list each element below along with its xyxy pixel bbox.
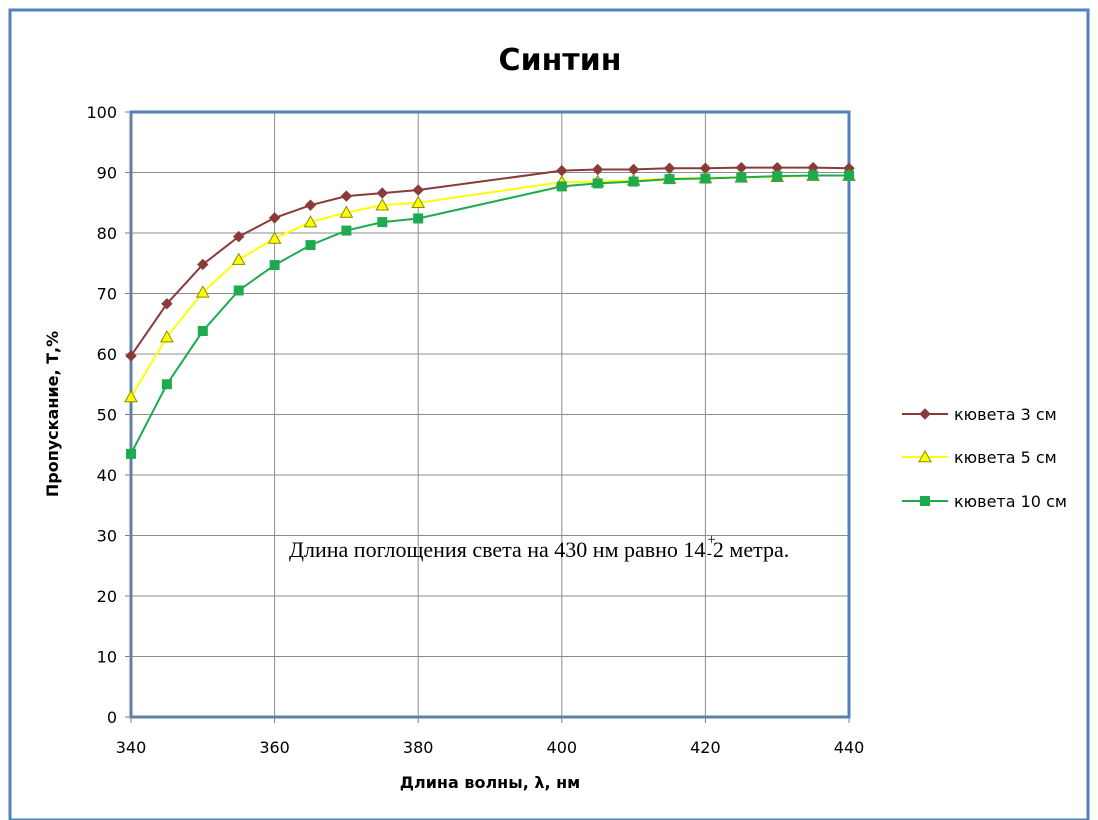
data-point: [736, 172, 747, 183]
y-tick-label: 10: [97, 648, 117, 667]
data-point: [412, 184, 424, 196]
data-point: [160, 330, 174, 343]
data-point: [124, 389, 138, 403]
x-axis-title: Длина волны, λ, нм: [400, 773, 581, 792]
grid-layer: [131, 112, 849, 717]
data-point: [844, 170, 854, 181]
data-point: [591, 163, 604, 176]
chart-annotation: Длина поглощения света на 430 нм равно 1…: [289, 532, 789, 562]
data-point: [376, 187, 389, 199]
annotation-main: Длина поглощения света на 430 нм равно 1…: [289, 537, 705, 562]
annotation-subscript: -: [707, 546, 712, 562]
x-tick-label: 420: [690, 738, 721, 757]
data-point: [700, 173, 711, 184]
series-1: [125, 161, 855, 362]
data-point: [411, 195, 426, 209]
data-point: [413, 213, 424, 224]
x-tick-label: 440: [834, 738, 865, 757]
data-point: [375, 198, 390, 211]
y-tick-label: 20: [97, 587, 117, 606]
y-tick-label: 40: [97, 466, 117, 485]
series-3: [126, 170, 854, 459]
series-line: [130, 166, 850, 357]
data-point: [628, 176, 639, 187]
legend: кювета 3 см кювета 5 см кювета 10 см: [902, 405, 1067, 511]
data-point: [664, 174, 675, 185]
x-tick-label: 380: [403, 738, 434, 757]
data-point: [195, 285, 210, 298]
annotation-tail: 2 метра.: [713, 537, 789, 562]
data-point: [303, 215, 318, 228]
data-point: [197, 326, 208, 337]
legend-item-3: кювета 10 см: [902, 492, 1067, 511]
y-tick-label: 50: [97, 406, 117, 425]
y-tick-label: 90: [97, 164, 117, 183]
x-tick-label: 400: [547, 738, 578, 757]
axis-layer: [125, 111, 850, 723]
legend-marker: [918, 449, 932, 463]
data-point: [231, 252, 246, 265]
y-tick-label: 70: [97, 285, 117, 304]
legend-item-1: кювета 3 см: [902, 405, 1057, 424]
legend-label: кювета 5 см: [954, 448, 1057, 467]
annotation-superscript: +: [707, 532, 715, 548]
x-tick-label: 360: [259, 738, 290, 757]
data-point: [197, 258, 209, 271]
legend-label: кювета 10 см: [954, 492, 1067, 511]
legend-marker: [920, 496, 930, 506]
data-point: [125, 350, 137, 362]
data-point: [592, 178, 603, 189]
data-point: [267, 231, 282, 244]
y-tick-labels: 0 10 20 30 40 50 60 70 80 90 100: [86, 103, 117, 727]
data-point: [304, 199, 317, 211]
data-point: [808, 170, 819, 181]
y-axis-title: Пропускание, Т,%: [43, 331, 62, 497]
data-point: [232, 230, 245, 243]
y-tick-label: 60: [97, 345, 117, 364]
data-point: [126, 448, 136, 459]
data-point: [233, 285, 244, 296]
data-point: [269, 260, 280, 271]
y-tick-label: 100: [86, 103, 117, 122]
data-point: [377, 217, 388, 228]
data-point: [161, 298, 173, 310]
data-point: [772, 171, 783, 182]
chart-title: Синтин: [499, 43, 622, 78]
y-tick-label: 30: [97, 527, 117, 546]
series-layer: [124, 161, 856, 459]
x-tick-label: 340: [116, 738, 147, 757]
y-tick-label: 0: [107, 708, 117, 727]
data-point: [556, 181, 567, 192]
data-point: [341, 225, 352, 236]
legend-label: кювета 3 см: [954, 405, 1057, 424]
data-point: [340, 190, 353, 202]
data-point: [161, 379, 172, 390]
legend-marker: [919, 408, 931, 420]
y-tick-label: 80: [97, 224, 117, 243]
data-point: [339, 205, 354, 218]
data-point: [268, 212, 281, 224]
series-line: [130, 174, 849, 455]
x-tick-labels: 340 360 380 400 420 440: [116, 738, 865, 757]
legend-item-2: кювета 5 см: [902, 448, 1057, 467]
data-point: [305, 240, 316, 251]
